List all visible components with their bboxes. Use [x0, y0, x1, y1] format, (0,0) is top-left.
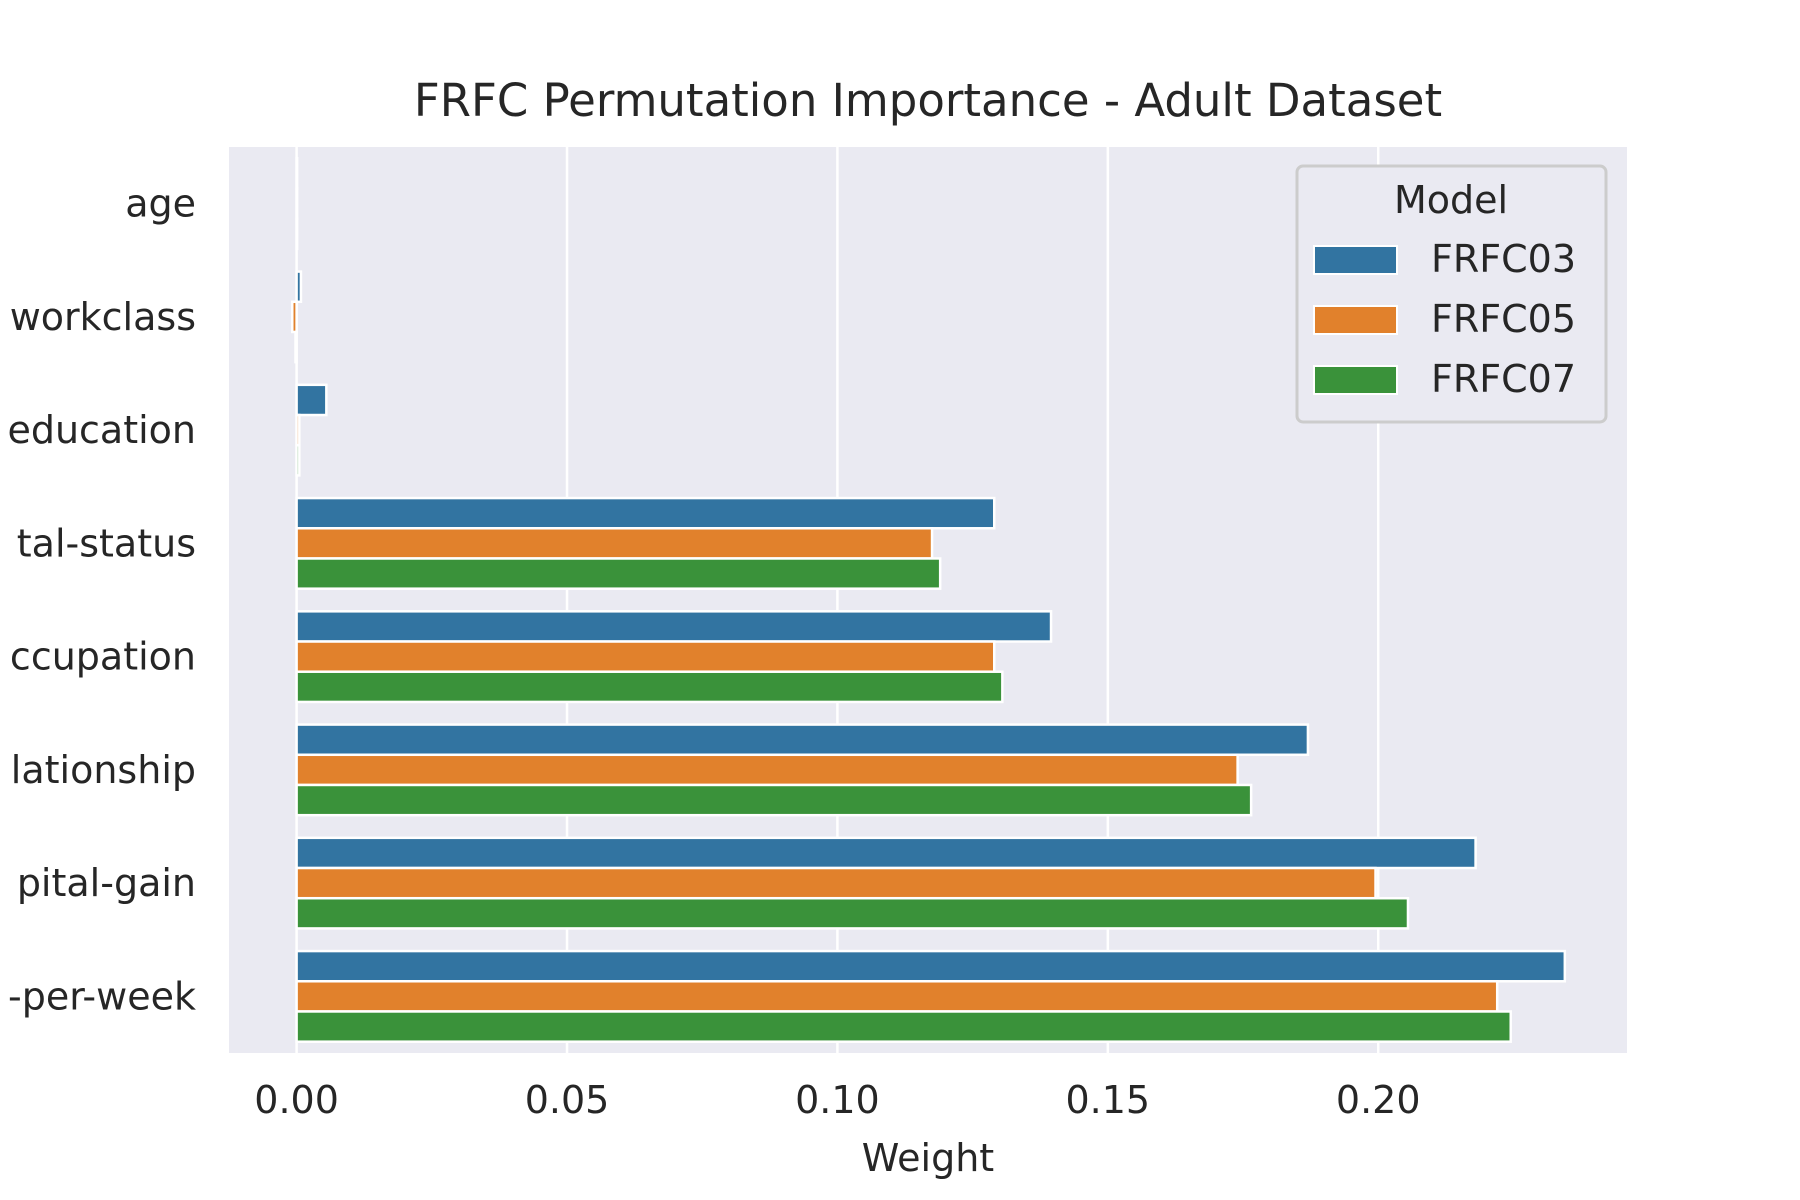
category-label: ccupation [10, 635, 196, 679]
bar-frfc07 [295, 670, 1004, 704]
x-tick-labels: 0.00 0.05 0.10 0.15 0.20 [254, 1078, 1420, 1122]
category-label: age [125, 182, 196, 226]
bar-frfc05 [295, 413, 301, 447]
bar-frfc05 [295, 187, 299, 220]
x-tick-label: 0.00 [254, 1078, 339, 1122]
legend-label-frfc03: FRFC03 [1431, 237, 1576, 281]
legend-items: FRFC03 FRFC05 FRFC07 [1313, 237, 1576, 401]
category-label: -per-week [8, 974, 196, 1018]
legend-title: Model [1394, 178, 1508, 222]
bar-frfc07 [295, 783, 1253, 817]
bar-frfc05 [295, 866, 1377, 900]
bar-frfc03 [295, 383, 328, 417]
x-tick-label: 0.10 [795, 1078, 880, 1122]
x-tick-label: 0.15 [1066, 1078, 1151, 1122]
x-tick-label: 0.20 [1336, 1078, 1421, 1122]
bar-frfc03 [295, 723, 1310, 757]
x-tick-label: 0.05 [525, 1078, 610, 1122]
category-label: education [7, 408, 196, 452]
bar-frfc03 [295, 836, 1477, 870]
bar-frfc05 [295, 980, 1499, 1013]
bar-frfc07 [294, 330, 298, 364]
bar-frfc07 [295, 1010, 1512, 1043]
bar-frfc05 [295, 753, 1239, 787]
bars [291, 157, 1567, 1043]
bar-frfc07 [295, 557, 942, 590]
legend-swatch-frfc03 [1313, 245, 1398, 275]
legend: Model FRFC03 FRFC05 FRFC07 [1295, 164, 1608, 424]
bar-frfc07 [295, 217, 299, 251]
category-label: tal-status [17, 521, 196, 565]
bar-frfc03 [295, 610, 1053, 643]
legend-box [1295, 164, 1608, 424]
legend-swatch-frfc07 [1313, 365, 1398, 395]
bar-frfc07 [295, 896, 1410, 930]
legend-swatch-frfc05 [1313, 305, 1398, 335]
bar-frfc05 [295, 527, 934, 560]
category-label: workclass [10, 295, 196, 339]
category-label: lationship [11, 748, 196, 792]
bar-frfc03 [295, 270, 303, 304]
bar-frfc03 [295, 157, 299, 190]
bar-frfc03 [295, 496, 996, 530]
legend-label-frfc05: FRFC05 [1431, 297, 1576, 341]
legend-label-frfc07: FRFC07 [1431, 357, 1576, 401]
bar-frfc07 [295, 443, 301, 477]
x-axis-label: Weight [862, 1136, 994, 1180]
category-label: pital-gain [17, 861, 196, 905]
category-labels: age workclass education tal-status ccupation… [7, 182, 196, 1019]
bar-frfc03 [295, 949, 1567, 983]
bar-frfc05 [291, 300, 298, 334]
chart-title: FRFC Permutation Importance - Adult Data… [414, 74, 1442, 127]
bar-frfc05 [295, 640, 996, 673]
